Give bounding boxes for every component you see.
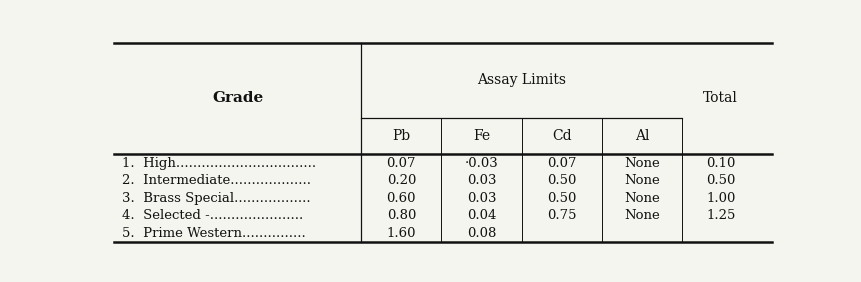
Text: 0.08: 0.08 bbox=[467, 227, 496, 240]
Text: 0.50: 0.50 bbox=[547, 174, 576, 187]
Text: 0.07: 0.07 bbox=[386, 157, 416, 170]
Text: 3.  Brass Special..................: 3. Brass Special.................. bbox=[122, 192, 311, 205]
Text: 1.00: 1.00 bbox=[705, 192, 734, 205]
Text: 1.25: 1.25 bbox=[705, 210, 734, 222]
Text: 0.07: 0.07 bbox=[547, 157, 576, 170]
Text: None: None bbox=[623, 192, 660, 205]
Text: 0.04: 0.04 bbox=[467, 210, 496, 222]
Text: 0.75: 0.75 bbox=[547, 210, 576, 222]
Text: 1.  High.................................: 1. High................................. bbox=[122, 157, 316, 170]
Text: Al: Al bbox=[635, 129, 648, 144]
Text: Pb: Pb bbox=[392, 129, 410, 144]
Text: Grade: Grade bbox=[212, 91, 263, 105]
Text: 0.50: 0.50 bbox=[705, 174, 734, 187]
Text: 1.60: 1.60 bbox=[386, 227, 416, 240]
Text: 0.60: 0.60 bbox=[386, 192, 416, 205]
Text: 4.  Selected -......................: 4. Selected -...................... bbox=[122, 210, 303, 222]
Text: 0.80: 0.80 bbox=[387, 210, 416, 222]
Text: 0.10: 0.10 bbox=[705, 157, 734, 170]
Text: Fe: Fe bbox=[473, 129, 490, 144]
Text: 0.50: 0.50 bbox=[547, 192, 576, 205]
Text: Assay Limits: Assay Limits bbox=[477, 74, 566, 87]
Text: 0.03: 0.03 bbox=[467, 174, 496, 187]
Text: 0.03: 0.03 bbox=[467, 192, 496, 205]
Text: None: None bbox=[623, 210, 660, 222]
Text: 5.  Prime Western...............: 5. Prime Western............... bbox=[122, 227, 306, 240]
Text: None: None bbox=[623, 174, 660, 187]
Text: 0.20: 0.20 bbox=[387, 174, 416, 187]
Text: ·0.03: ·0.03 bbox=[464, 157, 498, 170]
Text: Total: Total bbox=[703, 91, 737, 105]
Text: Cd: Cd bbox=[551, 129, 571, 144]
Text: None: None bbox=[623, 157, 660, 170]
Text: 2.  Intermediate...................: 2. Intermediate................... bbox=[122, 174, 311, 187]
